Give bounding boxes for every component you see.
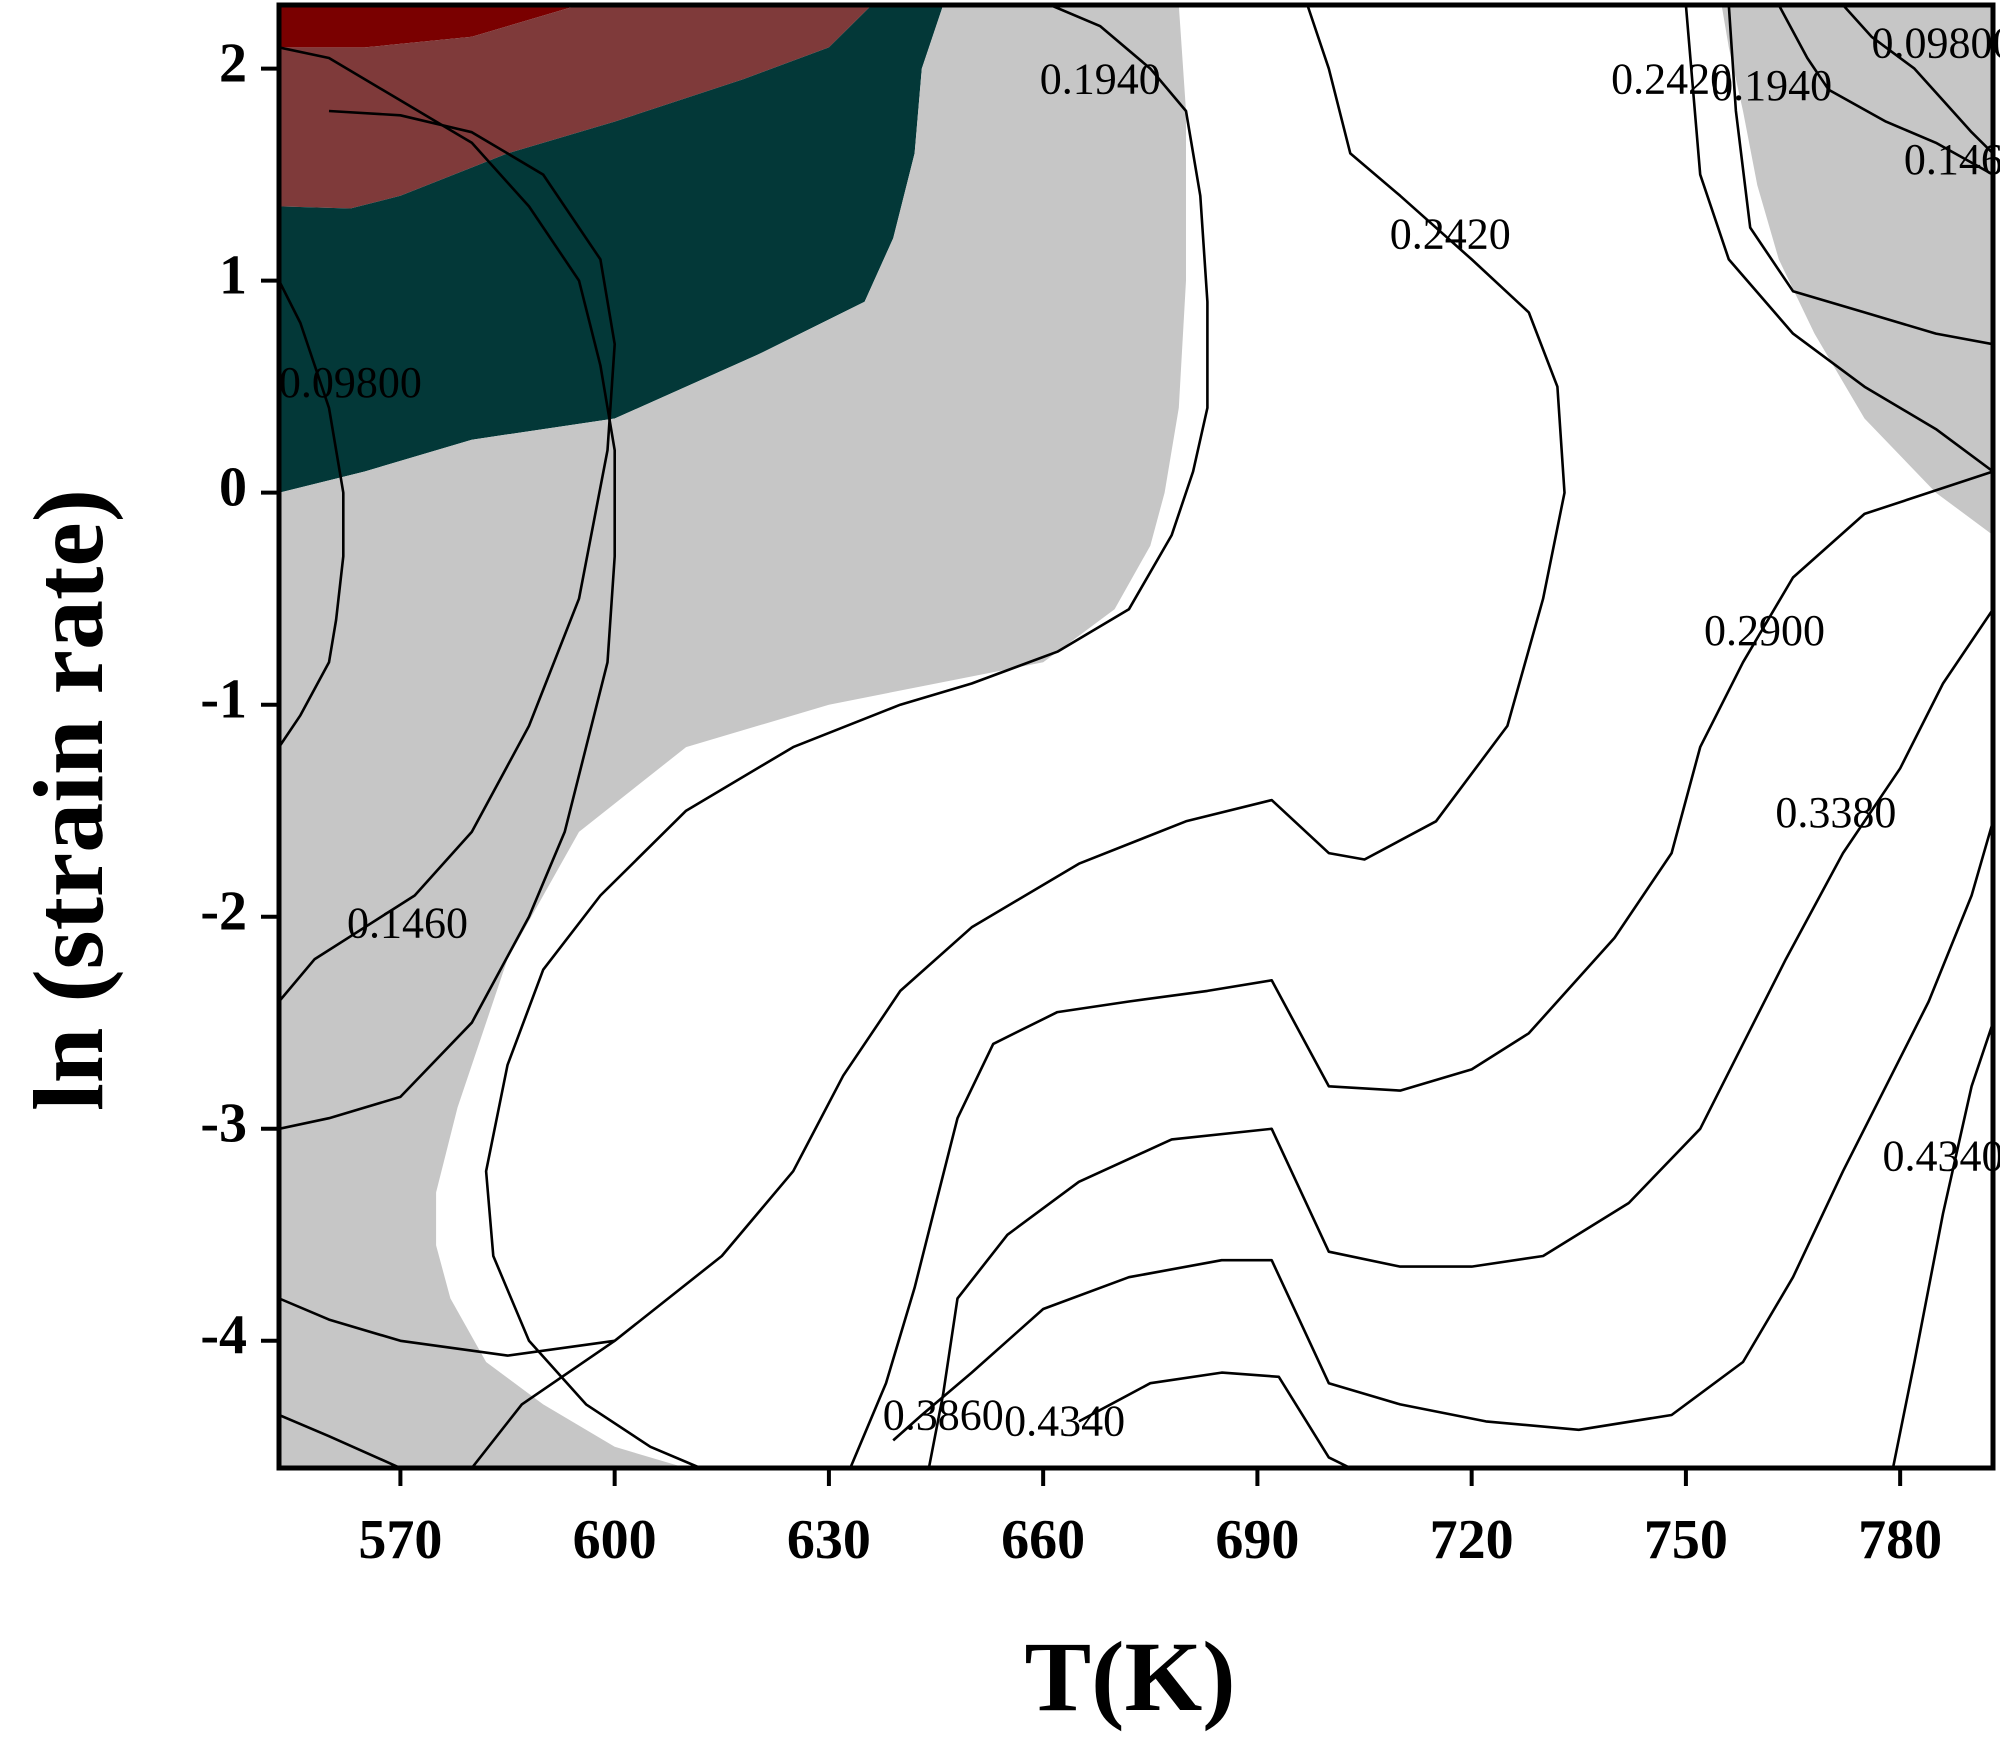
contour-line-0.4340 (1078, 1371, 1351, 1468)
y-tick-label: 0 (219, 457, 247, 519)
x-tick-label: 780 (1858, 1509, 1942, 1571)
contour-line-0.2420 (470, 5, 1566, 1468)
y-axis: -4 -3 -2 -1 0 1 2 (200, 32, 279, 1367)
contour-label: 0.3860 (883, 1390, 1004, 1439)
contour-line-0.1460 (279, 109, 616, 1003)
contour-label: 0.1940 (1040, 55, 1161, 104)
contour-lines (279, 5, 1993, 1468)
y-tick-label: -4 (200, 1305, 247, 1367)
x-axis-title: T(K) (1024, 1621, 1235, 1732)
contour-line-0.2420 (1684, 5, 1993, 473)
contour-line-0.3860 (892, 820, 1993, 1442)
x-tick-label: 720 (1430, 1509, 1514, 1571)
contour-label: 0.1460 (347, 898, 468, 947)
x-axis: 570 600 630 660 690 720 750 780 (358, 1468, 1942, 1571)
contour-label: 0.4340 (1883, 1132, 2000, 1181)
y-tick-label: -3 (200, 1093, 247, 1155)
x-tick-label: 660 (1001, 1509, 1085, 1571)
contour-label: 0.1940 (1711, 61, 1832, 110)
contour-line-0.1940 (484, 5, 1209, 1468)
contour-line-0.2900 (849, 470, 1993, 1468)
contour-label: 0.2900 (1704, 606, 1825, 655)
y-axis-title: ln (strain rate) (13, 489, 124, 1111)
contour-line-0.3380 (927, 608, 1993, 1468)
contour-label: 0.09800 (279, 358, 422, 407)
contour-line-0.1460 (279, 1297, 615, 1357)
contour-line-0.1940 (1727, 5, 1993, 346)
y-tick-label: -2 (200, 881, 247, 943)
region-brown (279, 5, 872, 209)
region-darkteal (279, 5, 944, 493)
contour-label: 0.09800 (1872, 18, 2000, 67)
y-tick-label: 1 (219, 244, 247, 306)
plot-frame (276, 2, 1996, 1471)
x-tick-label: 690 (1215, 1509, 1299, 1571)
contour-label: 0.2420 (1390, 209, 1511, 258)
contour-line-0.4340 (1891, 1022, 1993, 1468)
region-lightgray-left (279, 5, 1186, 1468)
contour-line-0.1460 (279, 1413, 401, 1468)
x-tick-label: 750 (1644, 1509, 1728, 1571)
x-tick-label: 600 (573, 1509, 657, 1571)
region-darkred (279, 5, 579, 48)
y-tick-label: -1 (200, 669, 247, 731)
contour-line-0.09800 (279, 46, 616, 1131)
contour-label: 0.1460 (1904, 135, 2000, 184)
x-tick-label: 570 (358, 1509, 442, 1571)
contour-label: 0.3380 (1775, 788, 1896, 837)
filled-regions (279, 5, 1993, 1468)
contour-label: 0.2420 (1611, 55, 1732, 104)
contour-line-0.1460 (1777, 5, 1993, 176)
contour-line-0.09800 (279, 280, 345, 748)
contour-labels: 0.098000.098000.14600.14600.19400.19400.… (279, 18, 2000, 1445)
contour-label: 0.4340 (1004, 1397, 1125, 1446)
y-tick-label: 2 (219, 32, 247, 94)
contour-line-0.09800 (1842, 5, 1993, 155)
x-tick-label: 630 (787, 1509, 871, 1571)
